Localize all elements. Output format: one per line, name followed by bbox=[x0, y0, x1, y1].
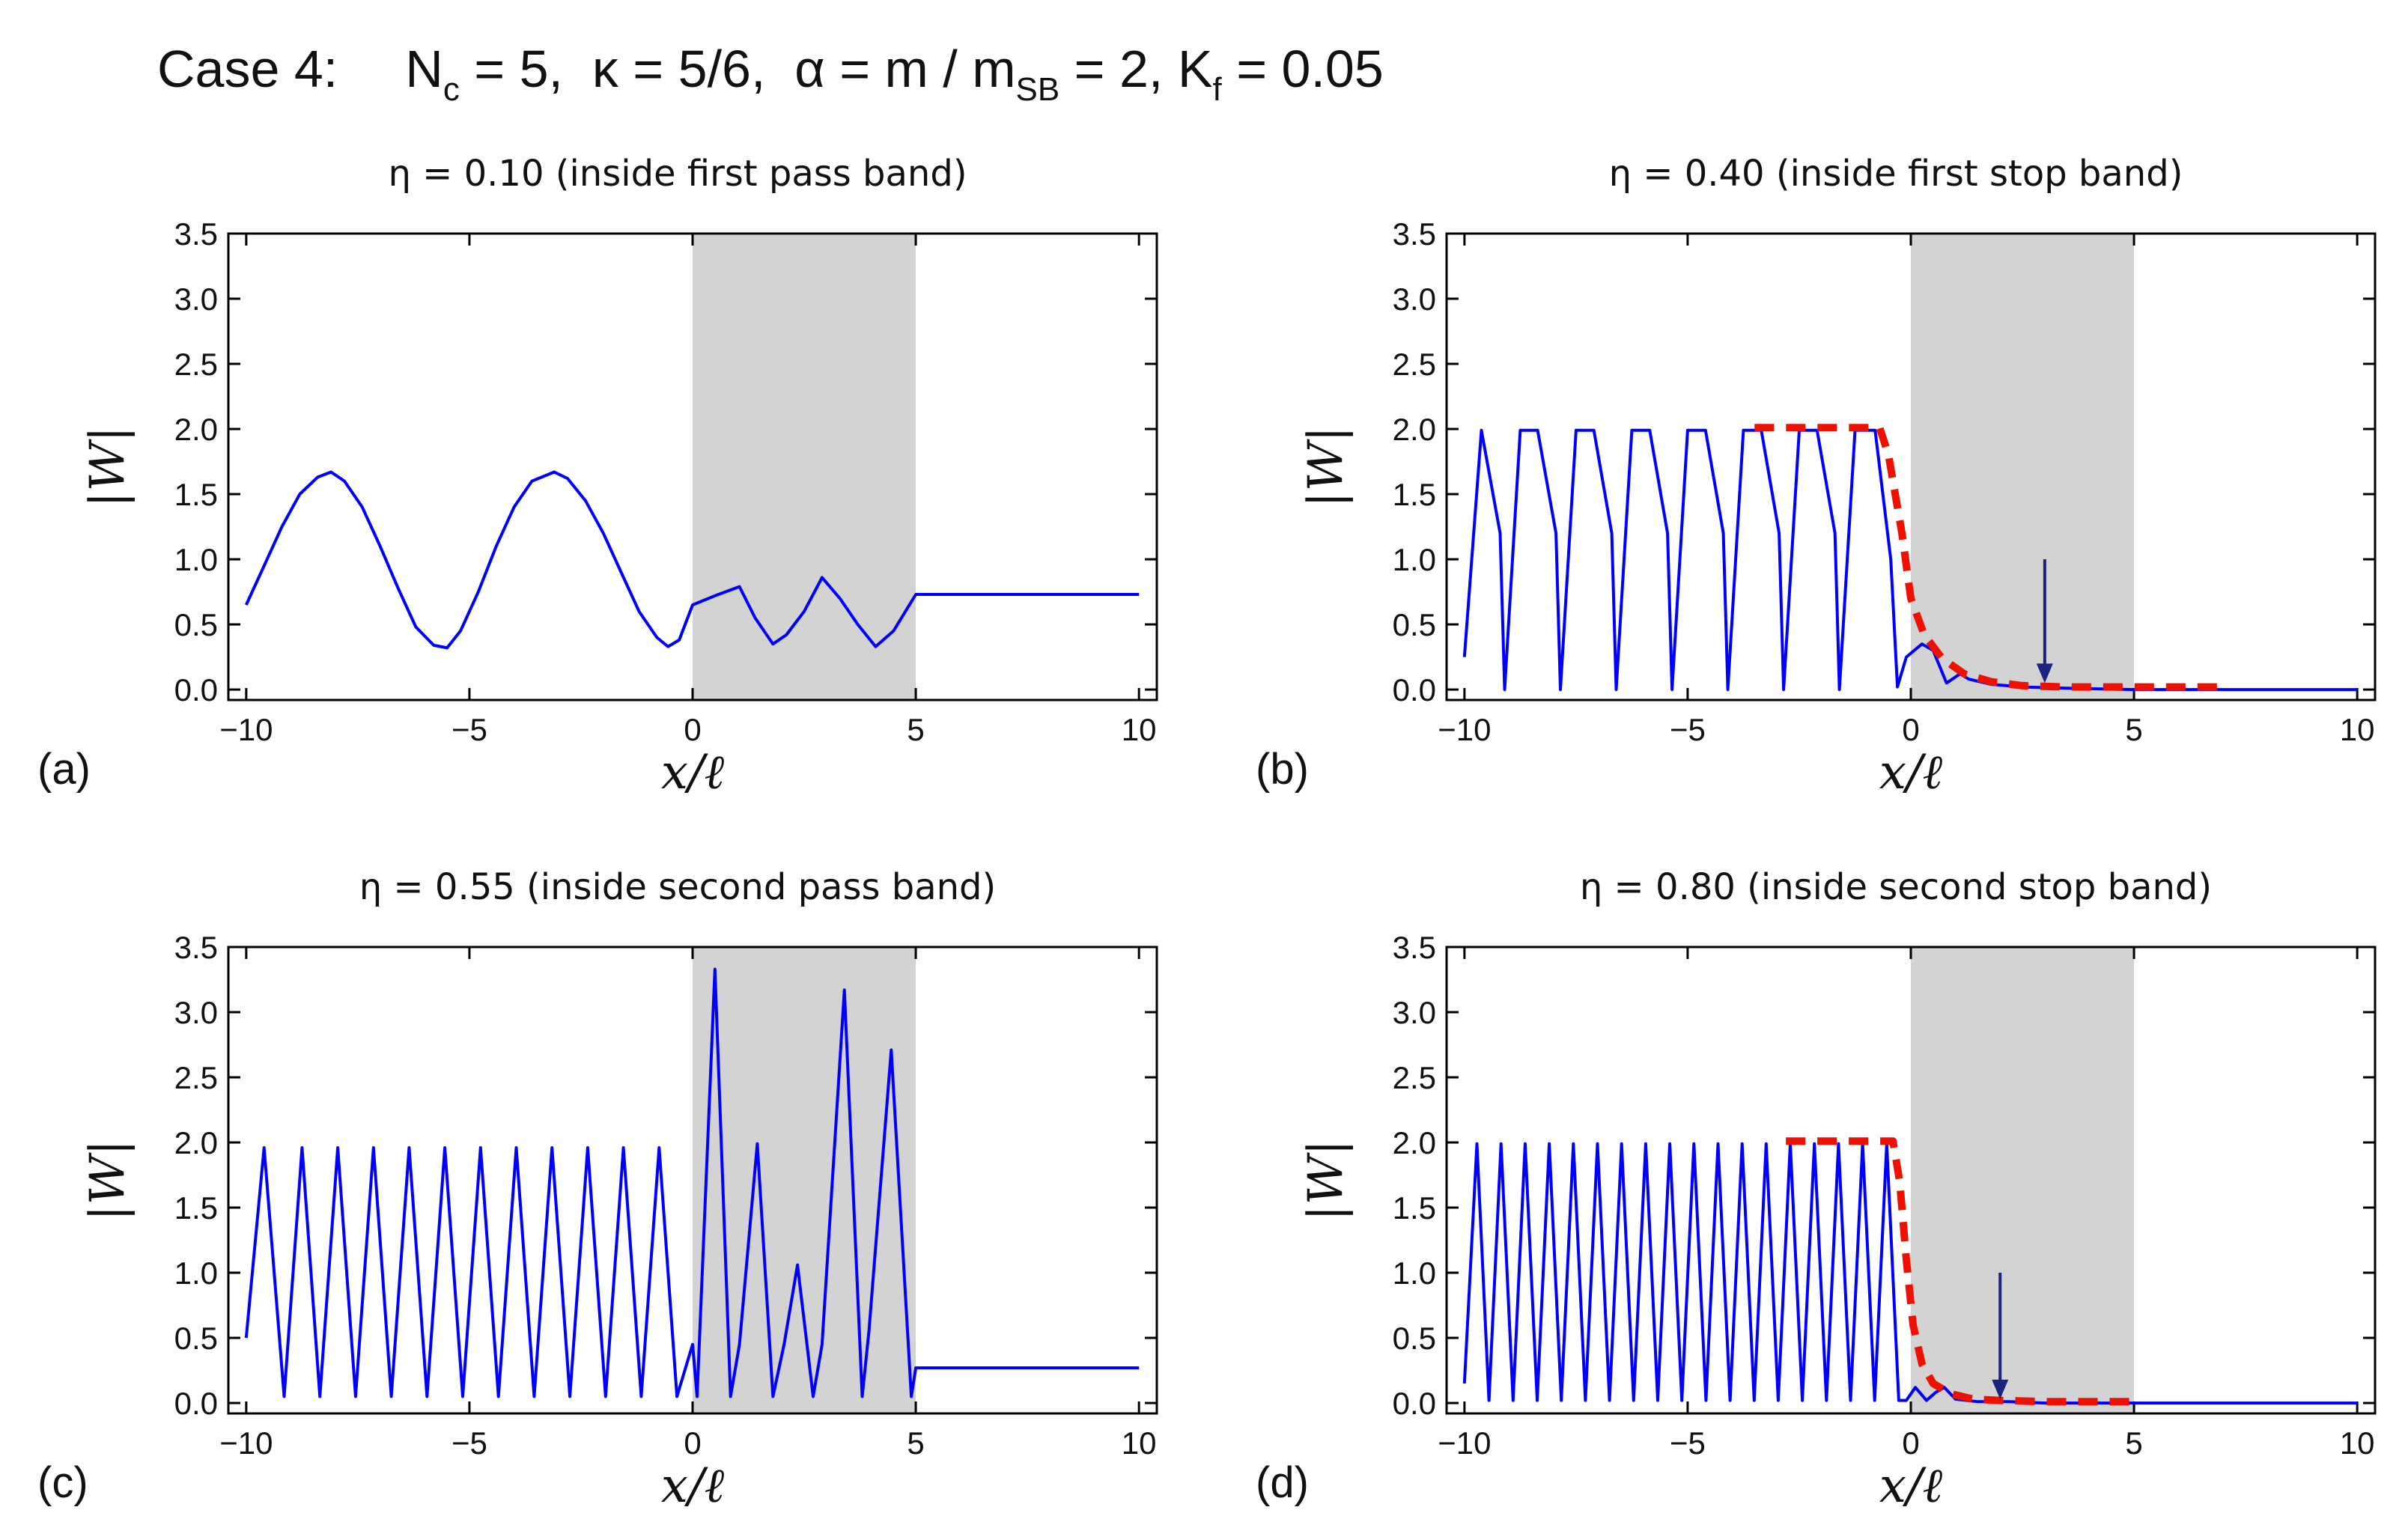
y-tick-label: 1.0 bbox=[1393, 542, 1436, 577]
chart-panel: −10 −5 0 5 10 0.0 0.5 1.0 1.5 2.0 2.5 3.0 3.5 η = 0.4… bbox=[1256, 153, 2377, 800]
y-tick-label: 0.0 bbox=[1393, 1386, 1436, 1421]
y-tick-label: 0.5 bbox=[1393, 1321, 1436, 1356]
x-tick-label: −5 bbox=[452, 1425, 487, 1461]
y-tick-label: 3.5 bbox=[174, 216, 218, 252]
y-tick-label: 0.5 bbox=[1393, 607, 1436, 642]
x-axis-label: x/ℓ bbox=[661, 745, 725, 800]
arrow-head bbox=[2036, 663, 2053, 684]
panel-title: η = 0.10 (inside first pass band) bbox=[388, 153, 967, 195]
chart-panel: −10 −5 0 5 10 0.0 0.5 1.0 1.5 2.0 2.5 3.0 3.5 η = 0.8… bbox=[1256, 866, 2377, 1514]
y-tick-label: 1.5 bbox=[174, 477, 218, 512]
x-tick-label: −10 bbox=[1438, 712, 1491, 747]
panel-title: η = 0.55 (inside second pass band) bbox=[359, 866, 996, 908]
y-tick-label: 3.5 bbox=[174, 930, 218, 965]
x-tick-label: 10 bbox=[2340, 712, 2375, 747]
y-tick-label: 1.0 bbox=[174, 1255, 218, 1291]
x-tick-label: 5 bbox=[907, 1425, 924, 1461]
y-tick-label: 1.0 bbox=[174, 542, 218, 577]
x-axis-label: x/ℓ bbox=[1879, 1458, 1943, 1514]
x-tick-label: −10 bbox=[219, 1425, 273, 1461]
panel-letter: (d) bbox=[1256, 1458, 1309, 1507]
figure-title-part: = 0.05 bbox=[1221, 40, 1384, 98]
panel-letter: (a) bbox=[37, 745, 91, 794]
figure-title-lead: Case 4: bbox=[157, 40, 338, 98]
figure-title-part: = 5, κ = 5/6, α = m / m bbox=[459, 40, 1016, 98]
figure-title-part: = 2, K bbox=[1059, 40, 1213, 98]
y-tick-label: 2.0 bbox=[174, 412, 218, 447]
x-tick-label: 0 bbox=[1902, 712, 1919, 747]
x-tick-label: 0 bbox=[684, 1425, 701, 1461]
chart-panel: −10 −5 0 5 10 0.0 0.5 1.0 1.5 2.0 2.5 3.0 3.5 η = 0.5… bbox=[37, 866, 1158, 1514]
figure-title: Case 4: Nc = 5, κ = 5/6, α = m / mSB = 2,… bbox=[157, 39, 1384, 108]
y-tick-label: 3.0 bbox=[1393, 281, 1436, 317]
shaded-region bbox=[1911, 947, 2135, 1413]
x-tick-label: 10 bbox=[1122, 1425, 1157, 1461]
x-tick-label: −5 bbox=[1670, 712, 1706, 747]
x-tick-label: −5 bbox=[1670, 1425, 1706, 1461]
y-axis-label: |W| bbox=[80, 426, 136, 508]
y-axis-label: |W| bbox=[1298, 1139, 1354, 1221]
figure-title-subscript: SB bbox=[1015, 71, 1060, 108]
shaded-region bbox=[693, 234, 916, 700]
y-tick-label: 0.0 bbox=[1393, 672, 1436, 707]
x-axis-label: x/ℓ bbox=[661, 1458, 725, 1514]
y-tick-label: 0.5 bbox=[174, 607, 218, 642]
y-tick-label: 2.5 bbox=[174, 347, 218, 382]
panel-letter: (c) bbox=[37, 1458, 88, 1507]
y-tick-label: 0.0 bbox=[174, 672, 218, 707]
y-tick-label: 3.0 bbox=[174, 281, 218, 317]
shaded-region bbox=[1911, 234, 2135, 700]
figure-title-part: N bbox=[405, 40, 443, 98]
figure-title-subscript: c bbox=[443, 71, 460, 108]
x-axis-label: x/ℓ bbox=[1879, 745, 1943, 800]
panel-title: η = 0.40 (inside first stop band) bbox=[1609, 153, 2183, 195]
y-axis-label: |W| bbox=[80, 1139, 136, 1221]
x-tick-label: 5 bbox=[2125, 1425, 2142, 1461]
x-tick-label: 0 bbox=[1902, 1425, 1919, 1461]
envelope-line bbox=[1786, 1137, 2135, 1406]
x-tick-label: 0 bbox=[684, 712, 701, 747]
y-tick-label: 2.5 bbox=[174, 1060, 218, 1095]
x-tick-label: 5 bbox=[2125, 712, 2142, 747]
y-tick-label: 3.0 bbox=[174, 995, 218, 1030]
y-tick-label: 2.0 bbox=[174, 1125, 218, 1160]
data-line bbox=[244, 967, 1140, 1398]
y-tick-label: 3.5 bbox=[1393, 216, 1436, 252]
y-tick-label: 1.5 bbox=[174, 1190, 218, 1226]
arrow-head bbox=[1992, 1379, 2009, 1399]
y-tick-label: 1.5 bbox=[1393, 477, 1436, 512]
y-tick-label: 2.0 bbox=[1393, 1125, 1436, 1160]
y-tick-label: 2.0 bbox=[1393, 412, 1436, 447]
x-tick-label: 5 bbox=[907, 712, 924, 747]
y-tick-label: 0.0 bbox=[174, 1386, 218, 1421]
x-tick-label: −10 bbox=[1438, 1425, 1491, 1461]
chart-panel: −10 −5 0 5 10 0.0 0.5 1.0 1.5 2.0 2.5 3.0 3.5 η = 0.1… bbox=[37, 153, 1158, 800]
data-line bbox=[244, 470, 1140, 650]
y-tick-label: 2.5 bbox=[1393, 347, 1436, 382]
y-tick-label: 3.5 bbox=[1393, 930, 1436, 965]
y-axis-label: |W| bbox=[1298, 426, 1354, 508]
x-tick-label: 10 bbox=[1122, 712, 1157, 747]
y-tick-label: 3.0 bbox=[1393, 995, 1436, 1030]
x-tick-label: 10 bbox=[2340, 1425, 2375, 1461]
y-tick-label: 0.5 bbox=[174, 1321, 218, 1356]
y-tick-label: 1.5 bbox=[1393, 1190, 1436, 1226]
panel-letter: (b) bbox=[1256, 745, 1309, 794]
x-tick-label: −5 bbox=[452, 712, 487, 747]
data-line bbox=[1462, 1142, 2358, 1405]
y-tick-label: 2.5 bbox=[1393, 1060, 1436, 1095]
x-tick-label: −10 bbox=[219, 712, 273, 747]
y-tick-label: 1.0 bbox=[1393, 1255, 1436, 1291]
panel-title: η = 0.80 (inside second stop band) bbox=[1580, 866, 2212, 908]
figure-title-subscript: f bbox=[1212, 71, 1222, 108]
